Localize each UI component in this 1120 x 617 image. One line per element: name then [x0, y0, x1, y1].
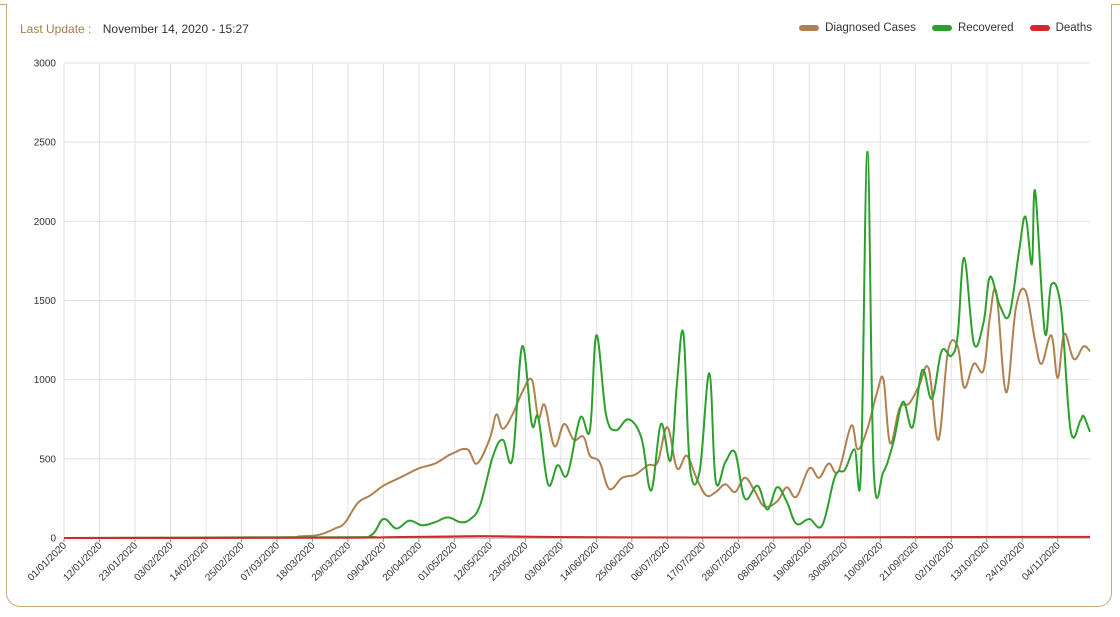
legend-swatch-recovered	[931, 25, 952, 31]
y-tick-label: 1000	[34, 375, 57, 386]
y-tick-label: 3000	[34, 59, 57, 70]
series-line-diagnosed[interactable]	[63, 287, 1091, 539]
y-tick-label: 2000	[34, 217, 57, 228]
legend-item-recovered[interactable]: Recovered	[931, 22, 1014, 34]
x-tick-label: 04/11/2020	[1020, 540, 1063, 583]
legend-item-diagnosed[interactable]: Diagnosed Cases	[799, 22, 916, 34]
y-tick-label: 2500	[34, 138, 57, 149]
legend-label-diagnosed: Diagnosed Cases	[825, 22, 916, 34]
legend-item-deaths[interactable]: Deaths	[1029, 22, 1092, 34]
series-line-deaths[interactable]	[63, 535, 1090, 539]
last-update-value: November 14, 2020 - 15:27	[102, 22, 249, 36]
y-tick-label: 1500	[34, 296, 57, 307]
legend-swatch-diagnosed	[799, 25, 820, 31]
chart-legend: Diagnosed Cases Recovered Deaths	[799, 22, 1092, 34]
last-update-label: Last Update :	[20, 22, 92, 36]
y-tick-label: 500	[39, 454, 56, 465]
series-line-recovered[interactable]	[63, 150, 1091, 539]
legend-swatch-deaths	[1029, 25, 1050, 31]
last-update: Last Update : November 14, 2020 - 15:27	[20, 22, 249, 36]
legend-label-recovered: Recovered	[957, 22, 1014, 34]
y-tick-label: 0	[50, 534, 56, 545]
chart-card	[6, 4, 1112, 607]
legend-label-deaths: Deaths	[1055, 22, 1092, 34]
